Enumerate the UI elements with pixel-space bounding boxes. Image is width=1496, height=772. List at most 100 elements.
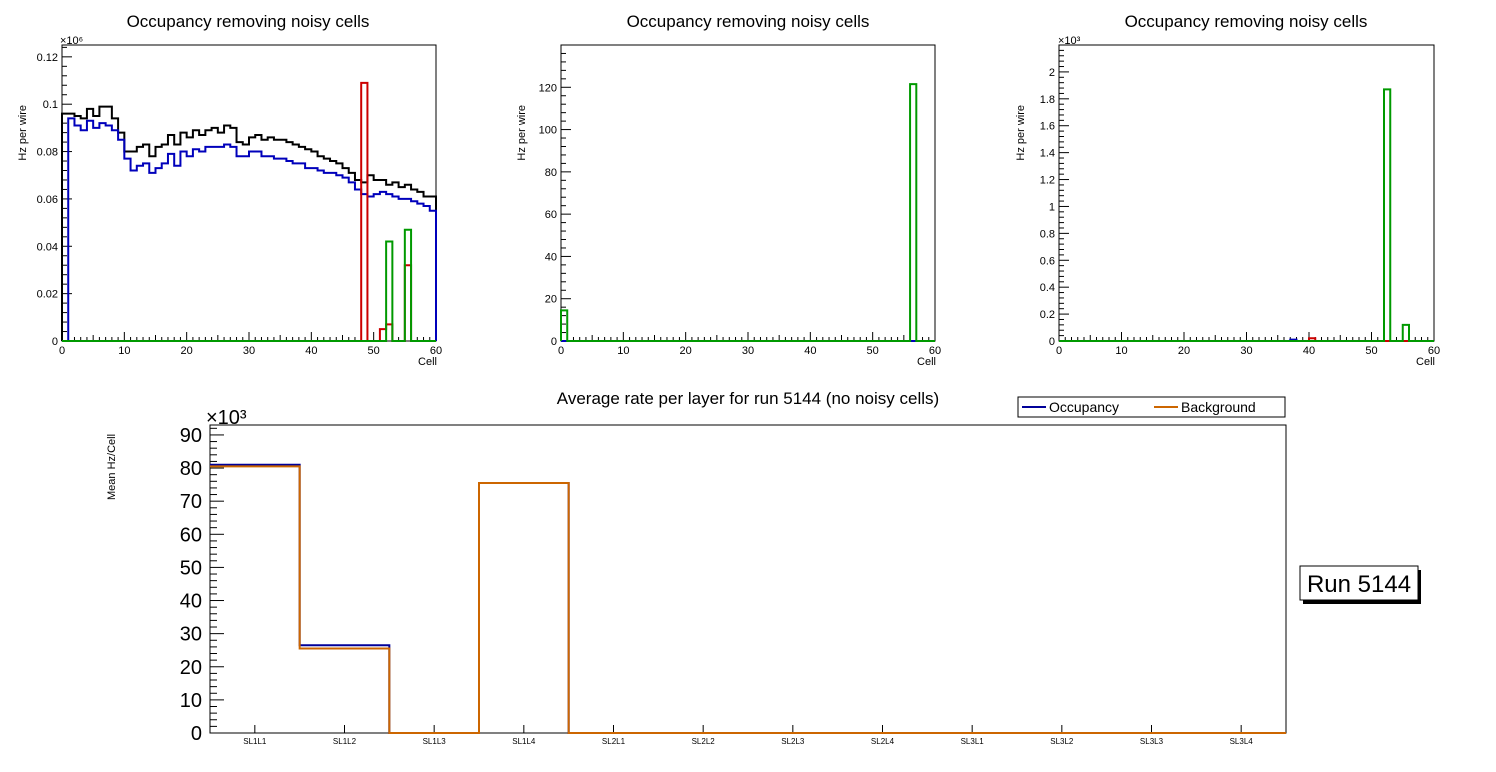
y-tick-label: 0.08 [37, 147, 58, 159]
y-tick-label: 0.6 [1040, 255, 1055, 267]
chart-1-ylabel: Hz per wire [17, 105, 29, 161]
x-tick-label: 20 [680, 345, 692, 357]
y-tick-label: 30 [180, 624, 202, 646]
run-label: Run 5144 [1307, 571, 1411, 598]
y-tick-label: 2 [1049, 67, 1055, 79]
y-tick-label: 80 [545, 167, 557, 179]
chart-2-title: Occupancy removing noisy cells [627, 12, 870, 31]
series-dead-line [62, 228, 436, 342]
legend-background-label: Background [1181, 399, 1256, 415]
y-tick-label: 1 [1049, 201, 1055, 213]
chart-4-exponent: ×10³ [206, 407, 247, 429]
y-tick-label: 10 [180, 690, 202, 712]
y-tick-label: 120 [539, 82, 557, 94]
x-tick-label: 10 [1115, 345, 1127, 357]
x-tick-label: 40 [1303, 345, 1315, 357]
chart-panel-2: Occupancy removing noisy cells Hz per wi… [516, 12, 941, 368]
chart-1-title: Occupancy removing noisy cells [127, 12, 370, 31]
x-tick-label-SL2L4: SL2L4 [871, 737, 895, 746]
run-label-frame [1299, 565, 1419, 601]
y-tick-label: 0.2 [1040, 309, 1055, 321]
chart-3-title: Occupancy removing noisy cells [1125, 12, 1368, 31]
y-tick-label: 20 [545, 294, 557, 306]
y-tick-label: 0.4 [1040, 282, 1055, 294]
x-tick-label: 40 [804, 345, 816, 357]
chart-4-ylabel: Mean Hz/Cell [106, 434, 118, 500]
y-tick-label: 70 [180, 491, 202, 513]
y-tick-label: 0.04 [37, 241, 58, 253]
x-tick-label: 20 [181, 345, 193, 357]
y-tick-label: 40 [545, 251, 557, 263]
y-tick-label: 1.2 [1040, 175, 1055, 187]
x-tick-label: 10 [118, 345, 130, 357]
series-dead-line [1059, 88, 1434, 342]
x-tick-label-SL1L2: SL1L2 [333, 737, 357, 746]
y-tick-label: 0 [52, 336, 58, 348]
x-tick-label-SL2L1: SL2L1 [602, 737, 626, 746]
x-tick-label: 0 [1056, 345, 1062, 357]
plot-frame [1058, 44, 1435, 342]
y-tick-label: 1.8 [1040, 94, 1055, 106]
y-tick-label: 50 [180, 557, 202, 579]
x-tick-label-SL3L3: SL3L3 [1140, 737, 1164, 746]
x-tick-label-SL1L4: SL1L4 [512, 737, 536, 746]
x-tick-label-SL3L1: SL3L1 [961, 737, 985, 746]
x-tick-label-SL3L4: SL3L4 [1230, 737, 1254, 746]
chart-panel-3: Occupancy removing noisy cells Hz per wi… [1015, 12, 1440, 368]
chart-4-title: Average rate per layer for run 5144 (no … [557, 389, 939, 408]
y-tick-label: 0.1 [43, 99, 58, 111]
series-dead-line [560, 83, 935, 342]
x-tick-label: 60 [1428, 345, 1440, 357]
y-tick-label: 0.06 [37, 194, 58, 206]
x-tick-label: 50 [368, 345, 380, 357]
chart-panel-1: Occupancy removing noisy cells Hz per wi… [17, 12, 442, 368]
x-tick-label: 30 [243, 345, 255, 357]
y-tick-label: 0 [1049, 336, 1055, 348]
chart-panel-4: Average rate per layer for run 5144 (no … [106, 389, 1421, 746]
x-tick-label: 50 [867, 345, 879, 357]
x-tick-label: 60 [430, 345, 442, 357]
x-tick-label-SL1L3: SL1L3 [423, 737, 447, 746]
x-tick-label: 30 [1240, 345, 1252, 357]
x-tick-label: 10 [617, 345, 629, 357]
chart-4-legend: Occupancy Background [1017, 396, 1286, 418]
x-tick-label: 60 [929, 345, 941, 357]
x-tick-label-SL1L1: SL1L1 [243, 737, 267, 746]
series-background-line [210, 465, 1286, 734]
x-tick-label-SL2L3: SL2L3 [781, 737, 805, 746]
y-tick-label: 90 [180, 425, 202, 447]
y-tick-label: 0 [191, 723, 202, 745]
x-tick-label-SL3L2: SL3L2 [1050, 737, 1074, 746]
chart-3-ylabel: Hz per wire [1015, 105, 1027, 161]
legend-box [1017, 396, 1286, 418]
x-tick-label: 30 [742, 345, 754, 357]
y-tick-label: 100 [539, 125, 557, 137]
chart-3-exponent: ×10³ [1058, 35, 1081, 47]
x-tick-label: 0 [558, 345, 564, 357]
y-tick-label: 0 [551, 336, 557, 348]
x-tick-label: 50 [1365, 345, 1377, 357]
y-tick-label: 1.6 [1040, 121, 1055, 133]
y-tick-label: 1.4 [1040, 148, 1055, 160]
chart-2-ylabel: Hz per wire [516, 105, 528, 161]
chart-2-xlabel: Cell [917, 356, 936, 368]
plot-frame [209, 424, 1287, 734]
run-label-box: Run 5144 [1299, 565, 1421, 604]
series-occupancy-line [210, 463, 1286, 734]
y-tick-label: 60 [180, 524, 202, 546]
legend-occupancy-label: Occupancy [1049, 399, 1119, 415]
y-tick-label: 60 [545, 209, 557, 221]
x-tick-label-SL2L2: SL2L2 [692, 737, 716, 746]
x-tick-label: 0 [59, 345, 65, 357]
x-tick-label: 40 [305, 345, 317, 357]
y-tick-label: 0.12 [37, 52, 58, 64]
x-tick-label: 20 [1178, 345, 1190, 357]
chart-1-xlabel: Cell [418, 356, 437, 368]
plot-frame [560, 44, 936, 342]
series-occupancy-line [62, 117, 437, 342]
series-total-line [61, 105, 437, 341]
chart-3-xlabel: Cell [1416, 356, 1435, 368]
chart-1-exponent: ×10⁶ [60, 35, 83, 47]
y-tick-label: 20 [180, 657, 202, 679]
